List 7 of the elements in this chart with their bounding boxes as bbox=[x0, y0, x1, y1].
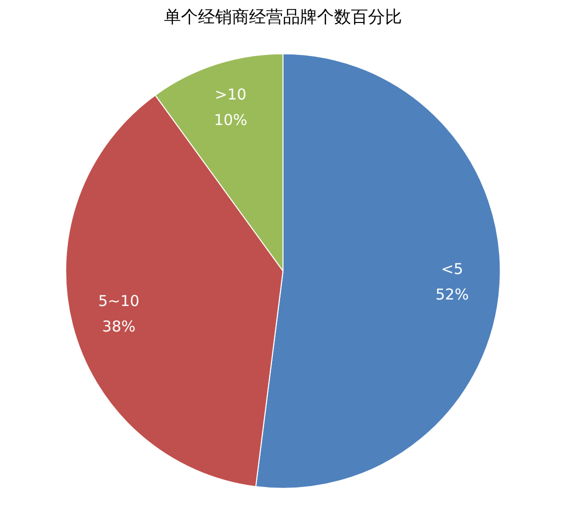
slice-label: 5~10 bbox=[98, 292, 140, 310]
chart-title: 单个经销商经营品牌个数百分比 bbox=[164, 8, 402, 28]
slice-label: <5 bbox=[441, 260, 464, 278]
slice-label: >10 bbox=[214, 86, 246, 104]
data-label: 38% bbox=[102, 317, 136, 336]
data-label: 52% bbox=[435, 285, 469, 304]
data-label: 10% bbox=[214, 110, 248, 129]
